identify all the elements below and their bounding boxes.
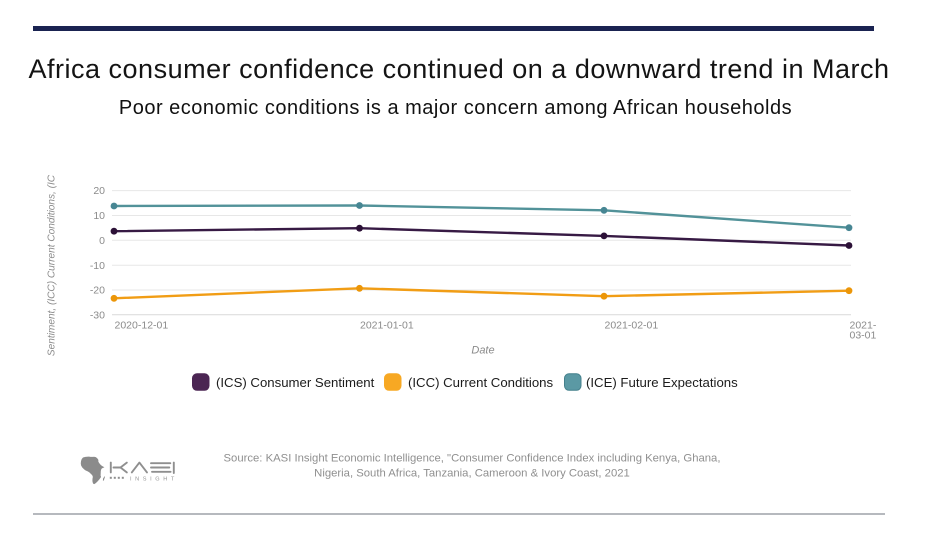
svg-text:Source: KASI Insight Economic: Source: KASI Insight Economic Intelligen… [224,453,721,465]
svg-text:0: 0 [99,235,105,247]
svg-text:Nigeria, South Africa, Tanzani: Nigeria, South Africa, Tanzania, Cameroo… [314,468,630,480]
svg-text:(ICC) Current Conditions: (ICC) Current Conditions [408,375,554,390]
svg-text:-20: -20 [90,285,105,297]
svg-text:10: 10 [93,210,105,222]
svg-text:2021-01-01: 2021-01-01 [360,320,414,332]
svg-text:2021-: 2021- [850,320,877,332]
svg-text:2021-02-01: 2021-02-01 [605,320,659,332]
svg-text:(ICE) Future Expectations: (ICE) Future Expectations [586,375,738,390]
svg-text:(ICS) Consumer Sentiment: (ICS) Consumer Sentiment [216,375,375,390]
svg-text:-30: -30 [90,309,105,321]
svg-text:Sentiment, (ICC) Current Condi: Sentiment, (ICC) Current Conditions, (IC [47,174,58,356]
svg-text:-10: -10 [90,260,105,272]
svg-text:INSIGHT: INSIGHT [130,477,178,483]
svg-text:Date: Date [471,345,494,357]
svg-text:2020-12-01: 2020-12-01 [115,320,169,332]
svg-text:03-01: 03-01 [850,330,877,342]
svg-text:20: 20 [93,185,105,197]
